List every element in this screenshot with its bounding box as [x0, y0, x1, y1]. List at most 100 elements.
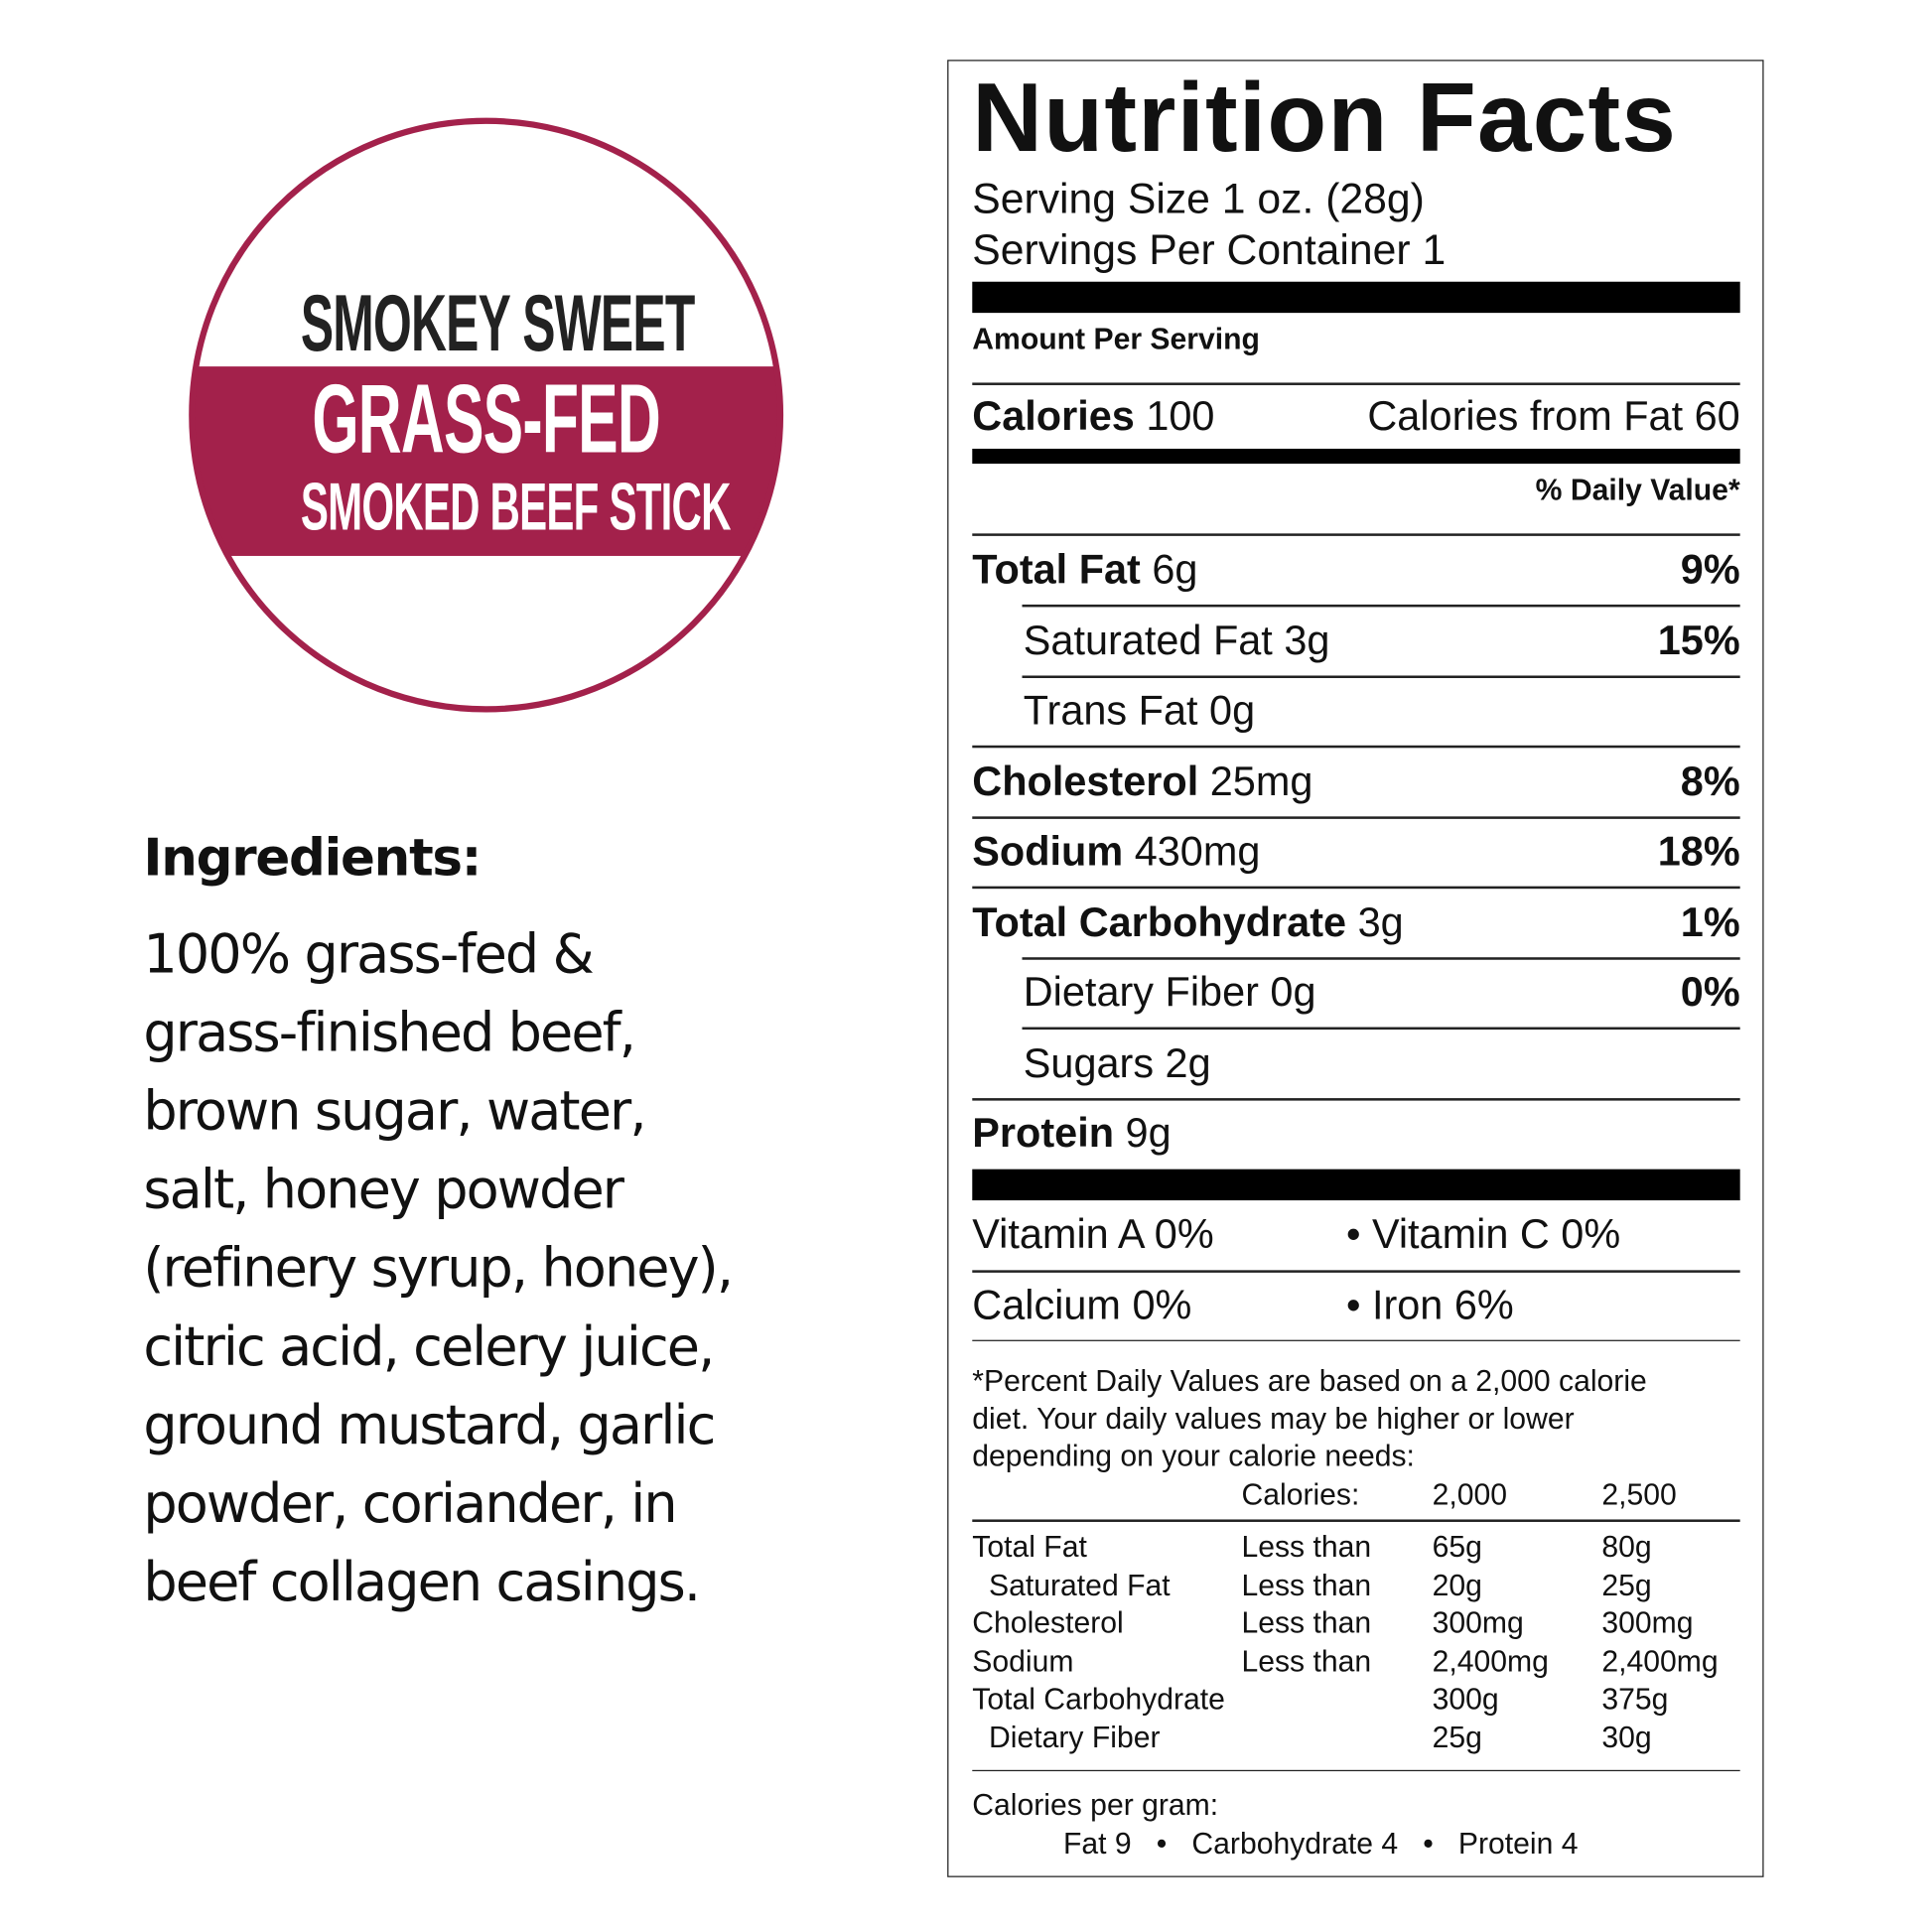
- divider: [972, 745, 1740, 749]
- divider: [972, 1519, 1740, 1522]
- dv-table-cell: 80g: [1601, 1530, 1652, 1565]
- ingredients-title: Ingredients:: [143, 827, 482, 888]
- nutrient-daily-value: 0%: [1680, 968, 1740, 1015]
- dv-table-cell: 25g: [1432, 1721, 1482, 1755]
- divider: [972, 815, 1740, 819]
- nutrient-amount: 0g: [1270, 968, 1316, 1015]
- nutrient-label: Trans Fat: [1023, 686, 1198, 734]
- vitamin-c: • Vitamin C 0%: [1345, 1210, 1621, 1257]
- ingredients-line: 100% grass-fed &: [143, 923, 594, 987]
- table-header-2500: 2,500: [1601, 1478, 1677, 1512]
- ingredients-line: grass-finished beef,: [143, 1002, 636, 1065]
- medium-divider: [972, 448, 1740, 465]
- product-badge: SMOKEY SWEET GRASS-FED SMOKED BEEF STICK: [187, 116, 785, 715]
- divider: [972, 1097, 1740, 1100]
- nutrient-row: Sugars 2g: [972, 1037, 1739, 1087]
- nutrient-label: Protein: [972, 1109, 1115, 1156]
- dv-table-cell: Cholesterol: [972, 1606, 1124, 1641]
- daily-value-header: % Daily Value*: [1535, 474, 1740, 507]
- badge-flavor: SMOKEY SWEET: [300, 277, 695, 368]
- nutrient-daily-value: 8%: [1680, 757, 1740, 804]
- dv-table-cell: 2,400mg: [1432, 1644, 1549, 1679]
- dv-table-cell: 300mg: [1432, 1606, 1524, 1641]
- calories-from-fat: Calories from Fat 60: [1367, 392, 1740, 439]
- calories-row: Calories 100 Calories from Fat 60: [972, 391, 1739, 441]
- dv-table-cell: Total Fat: [972, 1530, 1087, 1565]
- divider: [972, 1769, 1740, 1772]
- ingredients-line: beef collagen casings.: [143, 1552, 701, 1614]
- ingredients-list: 100% grass-fed & grass-finished beef, br…: [143, 916, 841, 1623]
- ingredients-line: citric acid, celery juice,: [143, 1315, 715, 1379]
- divider: [1022, 604, 1740, 608]
- nutrient-row: Trans Fat 0g: [972, 686, 1739, 736]
- badge-circle: [189, 117, 784, 713]
- dv-table-cell: 25g: [1601, 1569, 1652, 1602]
- divider: [1022, 674, 1740, 678]
- badge-product-type: SMOKED BEEF STICK: [300, 470, 732, 545]
- nutrient-amount: 430mg: [1134, 827, 1261, 875]
- footnote-line: *Percent Daily Values are based on a 2,0…: [972, 1364, 1647, 1399]
- calories-label: Calories: [972, 392, 1135, 439]
- nutrient-row: Saturated Fat 3g 15%: [972, 616, 1740, 665]
- table-header-calories: Calories:: [1241, 1478, 1360, 1512]
- footnote-line: depending on your calorie needs:: [972, 1440, 1415, 1474]
- footnote-line: diet. Your daily values may be higher or…: [972, 1402, 1575, 1437]
- nutrient-amount: 0g: [1209, 686, 1256, 734]
- nutrition-facts-panel: [947, 60, 1764, 1877]
- badge-grass-fed: GRASS-FED: [312, 363, 660, 475]
- dv-table-cell: Saturated Fat: [972, 1569, 1171, 1602]
- table-header-2000: 2,000: [1432, 1478, 1507, 1512]
- servings-per-container: Servings Per Container 1: [972, 226, 1447, 275]
- nutrient-amount: 25mg: [1209, 757, 1313, 804]
- dv-table-cell: 20g: [1432, 1569, 1482, 1602]
- nutrient-daily-value: 1%: [1680, 897, 1740, 945]
- nutrient-daily-value: 15%: [1657, 616, 1740, 663]
- nutrient-amount: 9g: [1125, 1109, 1172, 1156]
- divider: [972, 1339, 1740, 1341]
- nutrient-label: Dietary Fiber: [1023, 968, 1259, 1015]
- nutrient-label: Total Fat: [972, 545, 1141, 593]
- ingredients-line: salt, honey powder: [143, 1159, 624, 1222]
- calories-per-gram-label: Calories per gram:: [972, 1788, 1219, 1823]
- nutrient-row: Protein 9g: [972, 1108, 1739, 1158]
- dv-table-cell: Less than: [1241, 1530, 1372, 1565]
- dv-table-cell: Total Carbohydrate: [972, 1682, 1225, 1717]
- nutrient-label: Saturated Fat: [1023, 616, 1273, 663]
- nutrient-row: Cholesterol 25mg 8%: [972, 756, 1739, 805]
- thick-divider: [972, 1169, 1740, 1201]
- iron: • Iron 6%: [1345, 1281, 1514, 1328]
- vitamin-row: Vitamin A 0% • Vitamin C 0%: [972, 1209, 1739, 1259]
- dv-table-cell: 2,400mg: [1601, 1644, 1719, 1679]
- nutrition-title: Nutrition Facts: [972, 62, 1678, 173]
- mineral-row: Calcium 0% • Iron 6%: [972, 1280, 1739, 1329]
- thick-divider: [972, 281, 1740, 314]
- nutrient-row: Dietary Fiber 0g 0%: [972, 967, 1740, 1017]
- serving-size: Serving Size 1 oz. (28g): [972, 176, 1425, 223]
- divider: [1022, 1027, 1740, 1031]
- ingredients-line: ground mustard, garlic: [143, 1394, 716, 1457]
- amount-per-serving: Amount Per Serving: [972, 323, 1260, 357]
- dv-table-cell: 300mg: [1601, 1606, 1694, 1641]
- nutrient-label: Total Carbohydrate: [972, 897, 1347, 945]
- ingredients-line: (refinery syrup, honey),: [143, 1237, 734, 1301]
- divider: [1022, 956, 1740, 960]
- nutrient-daily-value: 18%: [1657, 827, 1740, 875]
- divider: [972, 1270, 1740, 1273]
- vitamin-a: Vitamin A 0%: [972, 1210, 1214, 1257]
- nutrient-amount: 3g: [1357, 897, 1404, 945]
- dv-table-cell: 30g: [1601, 1721, 1652, 1755]
- dv-table-cell: Less than: [1241, 1569, 1372, 1602]
- calories-value: 100: [1146, 392, 1215, 439]
- calories-per-gram-values: Fat 9 • Carbohydrate 4 • Protein 4: [1062, 1827, 1579, 1862]
- nutrient-amount: 2g: [1165, 1038, 1211, 1085]
- dv-table-cell: 375g: [1601, 1682, 1669, 1717]
- nutrient-row: Total Fat 6g 9%: [972, 545, 1739, 595]
- nutrient-row: Total Carbohydrate 3g 1%: [972, 897, 1739, 946]
- dv-table-cell: Dietary Fiber: [972, 1721, 1161, 1755]
- dv-table-cell: Less than: [1241, 1644, 1372, 1679]
- dv-table-cell: Sodium: [972, 1644, 1074, 1679]
- dv-table-cell: 65g: [1432, 1530, 1482, 1565]
- divider: [972, 533, 1740, 536]
- dv-table-cell: 300g: [1432, 1682, 1499, 1717]
